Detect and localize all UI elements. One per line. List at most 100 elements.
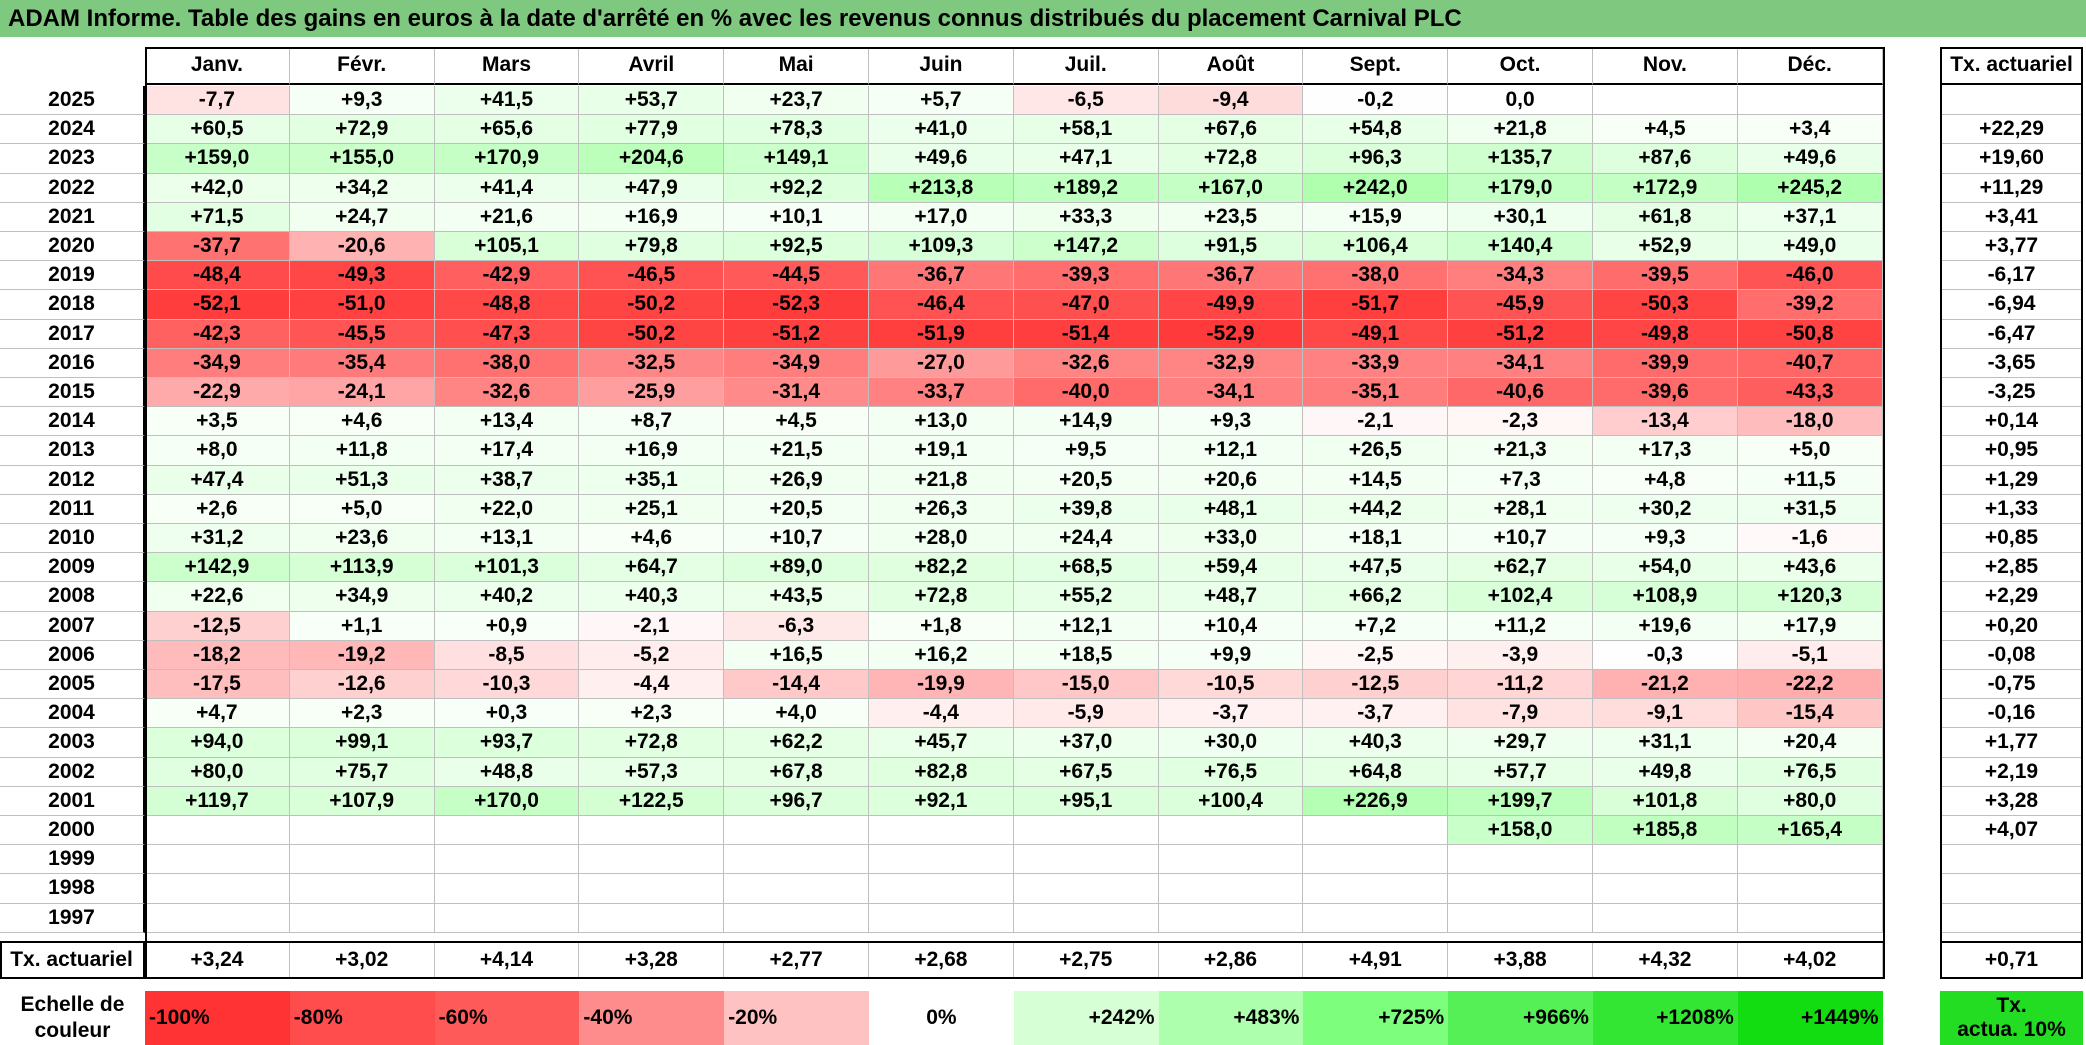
rate-cell: -3,25 [1940,378,2083,408]
gain-cell: +33,0 [1158,524,1304,554]
gain-cell [1013,845,1159,875]
gain-cell: +89,0 [724,553,869,583]
gain-cell: +10,1 [724,202,869,232]
gain-cell [1013,903,1159,933]
gain-cell: -32,5 [579,348,725,378]
gain-cell [145,816,290,846]
gain-cell: -51,7 [1303,290,1449,320]
gain-cell: +64,7 [579,553,725,583]
gain-cell: -5,9 [1013,699,1159,729]
gain-cell: -12,5 [1303,670,1449,700]
gain-cell: +109,3 [869,232,1014,262]
gain-cell: -8,5 [434,640,580,670]
gain-cell: +122,5 [579,786,725,816]
rate-cell [1940,86,2083,116]
gain-cell: +159,0 [145,144,290,174]
footer-rate-cell: +2,75 [1013,940,1159,979]
year-label: 1997 [0,903,145,933]
gain-cell: +49,0 [1737,232,1883,262]
year-label: 2002 [0,757,145,787]
gain-cell: -19,9 [869,670,1014,700]
year-label: 2011 [0,494,145,524]
gain-cell: +42,0 [145,173,290,203]
gain-cell: -18,0 [1737,407,1883,437]
gain-cell: +60,5 [145,115,290,145]
gain-cell: +23,7 [724,86,869,116]
gain-cell: -3,7 [1158,699,1304,729]
gain-cell: +48,7 [1158,582,1304,612]
gain-cell: -51,4 [1013,319,1159,349]
gain-cell: +11,8 [289,436,435,466]
gain-cell: +107,9 [289,786,435,816]
color-scale-swatch: -20% [724,990,869,1045]
gain-cell: -45,9 [1448,290,1593,320]
gain-cell: +165,4 [1737,816,1883,846]
gain-cell: -34,3 [1448,261,1593,291]
gain-cell: +40,3 [1303,728,1449,758]
rate-cell [1940,903,2083,933]
gain-cell: +17,0 [869,202,1014,232]
footer-rate-cell: +4,02 [1737,940,1883,979]
gain-cell [1737,903,1883,933]
gain-cell: -13,4 [1593,407,1738,437]
gain-cell: +170,9 [434,144,580,174]
gain-cell: -45,5 [289,319,435,349]
gain-cell: +25,1 [579,494,725,524]
gain-cell: +17,4 [434,436,580,466]
year-label: 2014 [0,407,145,437]
gain-cell: -50,2 [579,290,725,320]
year-label: 2008 [0,582,145,612]
gain-cell: +76,5 [1158,757,1304,787]
gain-cell: +0,9 [434,611,580,641]
gain-cell: +67,6 [1158,115,1304,145]
gain-cell: -7,7 [145,86,290,116]
month-header: Févr. [289,47,435,85]
gain-cell: +72,8 [1158,144,1304,174]
year-label: 2009 [0,553,145,583]
gain-cell: +179,0 [1448,173,1593,203]
gain-cell [1303,903,1449,933]
gain-cell: +43,6 [1737,553,1883,583]
gain-cell [1737,874,1883,904]
gain-cell: +22,0 [434,494,580,524]
footer-rate-cell: +4,91 [1303,940,1449,979]
gain-cell [869,874,1014,904]
gain-cell: +31,1 [1593,728,1738,758]
gain-cell: -36,7 [1158,261,1304,291]
year-label: 2016 [0,348,145,378]
gain-cell: -10,5 [1158,670,1304,700]
footer-rate-cell: +3,28 [579,940,725,979]
gain-cell: +41,5 [434,86,580,116]
gain-cell: +135,7 [1448,144,1593,174]
gain-cell: +44,2 [1303,494,1449,524]
gain-cell: +2,3 [579,699,725,729]
gain-cell: -48,8 [434,290,580,320]
gain-cell [434,816,580,846]
gain-cell [145,874,290,904]
year-label: 2010 [0,524,145,554]
gain-cell [1158,816,1304,846]
gain-cell: +2,3 [289,699,435,729]
gain-cell: -49,9 [1158,290,1304,320]
gain-cell: -32,9 [1158,348,1304,378]
rate-cell: -0,75 [1940,670,2083,700]
gain-cell: -34,1 [1448,348,1593,378]
gain-cell: -40,0 [1013,378,1159,408]
gain-cell [289,845,435,875]
gain-cell: -51,2 [1448,319,1593,349]
gain-cell [1158,845,1304,875]
gain-cell: +170,0 [434,786,580,816]
gain-cell: 0,0 [1448,86,1593,116]
footer-rate-cell: +3,88 [1448,940,1593,979]
gain-cell: -49,3 [289,261,435,291]
gain-cell [1593,903,1738,933]
gain-cell: +57,7 [1448,757,1593,787]
footer-rate-cell: +2,77 [724,940,869,979]
gain-cell: +95,1 [1013,786,1159,816]
year-label: 2017 [0,319,145,349]
rate-header: Tx. actuariel [1940,47,2083,85]
gain-cell: +31,2 [145,524,290,554]
gain-cell: +22,6 [145,582,290,612]
gain-cell: -10,3 [434,670,580,700]
gain-cell: +18,1 [1303,524,1449,554]
